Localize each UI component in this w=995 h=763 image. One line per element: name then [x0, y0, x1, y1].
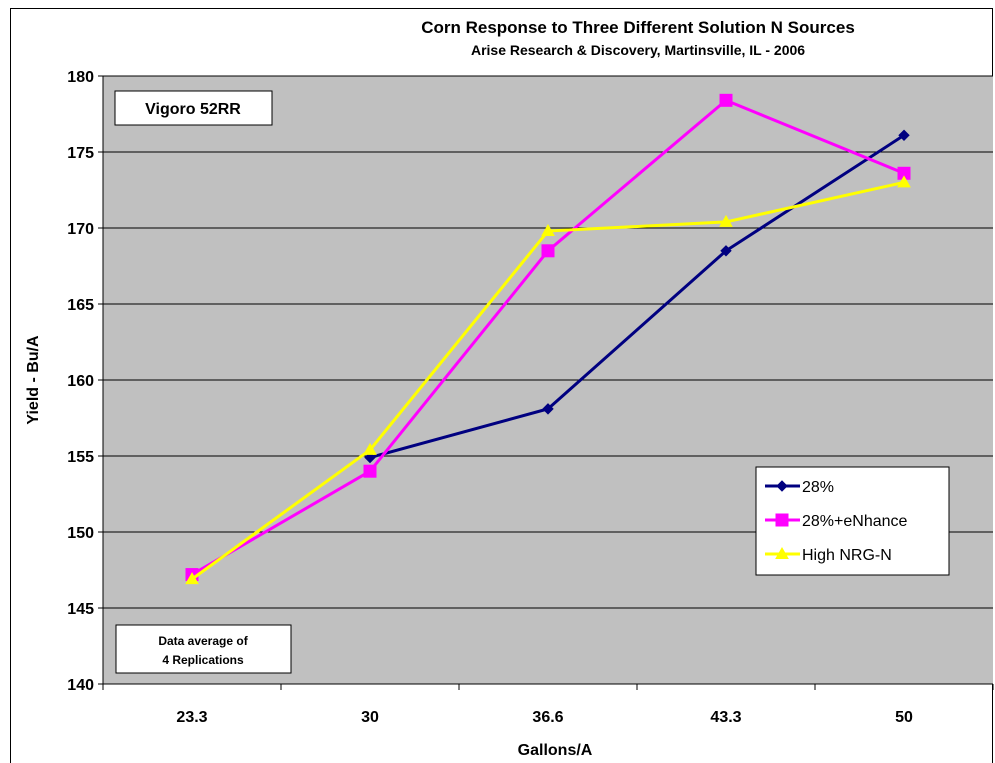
variety-box: Vigoro 52RR [114, 90, 273, 126]
x-tick-label-30: 30 [361, 709, 379, 726]
series-line-0 [369, 134, 905, 459]
y-tick-label-155: 155 [67, 449, 94, 466]
chart-subtitle: Arise Research & Discovery, Martinsville… [471, 42, 805, 58]
series-0 [364, 129, 910, 464]
x-tick-label-36.6: 36.6 [532, 709, 563, 726]
data-point-s0-1 [364, 451, 376, 464]
x-axis-ticks: 23.3 30 36.6 43.3 50 [102, 684, 994, 726]
chart-title: Corn Response to Three Different Solutio… [421, 18, 855, 37]
y-tick-label-175: 175 [67, 145, 94, 162]
legend-item-2: High NRG-N [765, 546, 892, 564]
y-tick-label-150: 150 [67, 525, 94, 542]
variety-label: Vigoro 52RR [145, 101, 241, 118]
legend-marker-1 [775, 513, 789, 527]
legend: 28% 28%+eNhance High NRG-N [755, 466, 950, 576]
legend-item-1: 28%+eNhance [765, 513, 908, 530]
data-point-s0-4 [898, 129, 910, 141]
data-point-s0-2 [542, 403, 554, 415]
y-tick-label-145: 145 [67, 601, 94, 618]
y-tick-label-180: 180 [67, 69, 94, 86]
series-2 [185, 175, 911, 585]
x-tick-label-43.3: 43.3 [710, 709, 741, 726]
legend-marker-0 [776, 480, 788, 492]
series-lines [185, 93, 911, 585]
x-tick-label-50: 50 [895, 709, 913, 726]
data-point-s1-1 [363, 464, 377, 478]
legend-marker-2 [775, 546, 789, 559]
data-point-s2-4 [897, 175, 911, 188]
y-tick-label-170: 170 [67, 221, 94, 238]
replication-note: Data average of 4 Replications [115, 624, 292, 674]
data-point-s2-2 [541, 224, 555, 237]
data-point-s1-3 [719, 93, 733, 107]
data-point-s2-3 [719, 214, 733, 227]
legend-label-0: 28% [802, 479, 834, 496]
y-tick-label-165: 165 [67, 297, 94, 314]
data-point-s0-3 [720, 245, 732, 257]
x-tick-label-23.3: 23.3 [176, 709, 207, 726]
y-tick-label-140: 140 [67, 677, 94, 694]
y-axis-label: Yield - Bu/A [25, 335, 42, 425]
note-line-1: Data average of [158, 634, 248, 648]
y-axis-ticks: 140 145 150 155 160 165 170 175 180 [67, 69, 103, 694]
data-point-s1-2 [541, 244, 555, 258]
legend-item-0: 28% [765, 479, 834, 496]
legend-label-1: 28%+eNhance [802, 513, 908, 530]
x-axis-label: Gallons/A [518, 742, 593, 759]
note-line-2: 4 Replications [162, 653, 244, 667]
data-point-s2-0 [185, 572, 199, 585]
y-tick-label-160: 160 [67, 373, 94, 390]
data-point-s2-1 [363, 442, 377, 455]
legend-label-2: High NRG-N [802, 547, 892, 564]
